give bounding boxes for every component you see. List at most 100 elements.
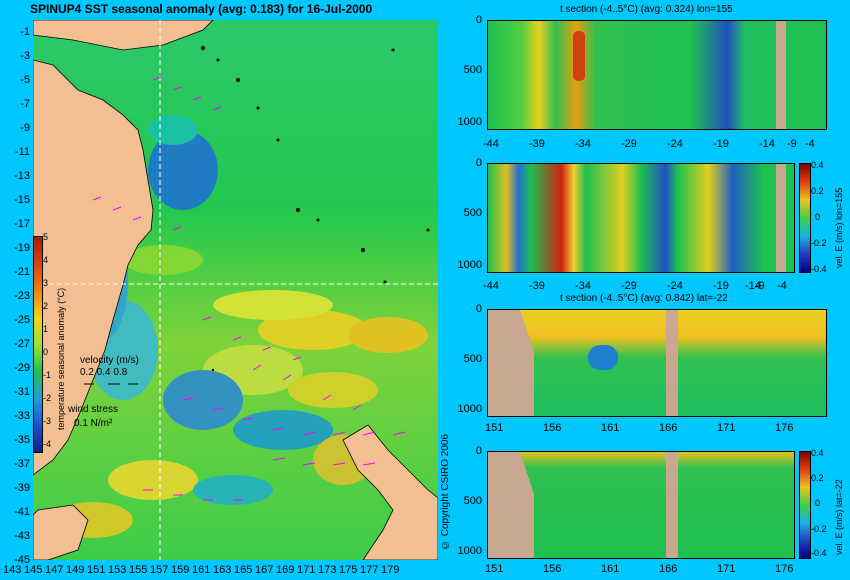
lat-tick: -37: [14, 458, 30, 470]
lat-tick: -25: [14, 314, 30, 326]
panel4-land-west: [488, 452, 534, 558]
lat-tick: -27: [14, 338, 30, 350]
lat-tick: -9: [20, 122, 30, 134]
depth-tick: 1000: [457, 403, 482, 415]
panel3-title: t section (-4..5°C) (avg: 0.842) lat=-22: [560, 293, 728, 304]
lon-tick: 175: [339, 564, 358, 576]
cbar-tick: 0.2: [811, 473, 824, 483]
cbar-tick: -1: [43, 370, 52, 380]
anomaly-patches: [53, 115, 428, 538]
lon-tick: 166: [659, 422, 678, 434]
panel4-x-axis: 151 156 161 166 171 176: [485, 563, 794, 577]
panel4-section: [487, 451, 795, 559]
lon-tick: 156: [543, 563, 562, 575]
cbar-tick: -0.4: [811, 548, 827, 558]
panel3-x-axis: 151 156 161 166 171 176: [485, 422, 825, 436]
cbar-tick: 2: [43, 301, 49, 311]
lat-tick: -15: [14, 194, 30, 206]
depth-tick: 0: [475, 14, 482, 26]
lat-tick: -5: [20, 74, 30, 86]
depth-tick: 500: [463, 495, 482, 507]
lon-tick: 155: [129, 564, 148, 576]
lat-tick: -44: [483, 280, 499, 292]
panel3-land-west: [488, 310, 534, 416]
lon-tick: 167: [255, 564, 274, 576]
cbar-tick: 0: [43, 347, 49, 357]
lat-tick: -21: [14, 266, 30, 278]
lon-tick: 161: [601, 563, 620, 575]
panel2-colorbar-label: vel. E (m/s) lon=155: [834, 187, 844, 268]
lon-tick: 165: [234, 564, 253, 576]
panel4-land-mid: [666, 452, 678, 558]
panel1-land: [776, 21, 786, 129]
lat-tick: -24: [667, 280, 683, 292]
lon-tick: 176: [775, 563, 794, 575]
depth-tick: 1000: [457, 259, 482, 271]
lat-tick: -17: [14, 218, 30, 230]
panel3-section: [487, 309, 827, 417]
main-map-title: SPINUP4 SST seasonal anomaly (avg: 0.183…: [30, 2, 373, 16]
cbar-tick: 0.2: [811, 186, 824, 196]
lon-tick: 161: [192, 564, 211, 576]
lon-tick: 169: [276, 564, 295, 576]
lon-tick: 147: [45, 564, 64, 576]
cbar-tick: 0: [815, 498, 821, 508]
panel2-colorbar: [799, 163, 811, 273]
lon-tick: 177: [360, 564, 379, 576]
lat-tick: -7: [20, 98, 30, 110]
wind-legend-scale: 0.1 N/m²: [74, 418, 113, 429]
lat-tick: -4: [777, 280, 787, 292]
lat-tick: -41: [14, 506, 30, 518]
panel4-colorbar-label: vel. E (m/s) lat=-22: [834, 479, 844, 555]
cbar-tick: 0.4: [811, 448, 824, 458]
lon-tick: 166: [659, 563, 678, 575]
panel4-colorbar-ticks: 0.4 0.2 0 -0.2 -0.4: [811, 448, 831, 561]
lon-tick: 171: [717, 563, 736, 575]
panel2-section: [487, 163, 795, 273]
depth-tick: 500: [463, 207, 482, 219]
velocity-legend-arrows: [84, 383, 138, 385]
main-map-x-axis: 143 145 147 149 151 153 155 157 159 161 …: [3, 564, 438, 578]
velocity-legend-title: velocity (m/s): [80, 355, 139, 366]
lon-tick: 161: [601, 422, 620, 434]
australia-land: [33, 59, 154, 476]
lat-tick: -31: [14, 386, 30, 398]
velocity-arrows: [92, 76, 406, 501]
copyright-text: © Copyright CSIRO 2006: [440, 433, 451, 550]
lon-tick: 163: [213, 564, 232, 576]
lon-tick: 176: [775, 422, 794, 434]
lon-tick: 151: [485, 422, 504, 434]
pacific-islands: [201, 46, 430, 372]
lon-tick: 157: [150, 564, 169, 576]
cbar-tick: 5: [43, 232, 49, 242]
panel1-warm-patch: [573, 31, 585, 81]
lat-tick: -19: [14, 242, 30, 254]
lat-tick: -1: [20, 26, 30, 38]
panel3-cool-patch: [588, 345, 618, 370]
lat-tick: -29: [14, 362, 30, 374]
lat-tick: -29: [621, 138, 637, 150]
lon-tick: 156: [543, 422, 562, 434]
depth-tick: 0: [475, 303, 482, 315]
lat-tick: -34: [575, 138, 591, 150]
velocity-legend-scale: 0.2 0.4 0.8: [80, 367, 128, 378]
lon-tick: 143: [3, 564, 22, 576]
lat-tick: -35: [14, 434, 30, 446]
lat-tick: -39: [14, 482, 30, 494]
panel4-colorbar: [799, 451, 811, 559]
panel2-y-axis: 0 500 1000: [452, 157, 485, 275]
cbar-tick: 1: [43, 324, 49, 334]
lat-tick: -9: [787, 138, 797, 150]
panel2-colorbar-ticks: 0.4 0.2 0 -0.2 -0.4: [811, 160, 831, 275]
panel1-title: t section (-4..5°C) (avg: 0.324) lon=155: [560, 4, 733, 15]
lat-tick: -19: [713, 138, 729, 150]
lon-tick: 173: [318, 564, 337, 576]
cbar-tick: -3: [43, 416, 52, 426]
temperature-colorbar-ticks: 5 4 3 2 1 0 -1 -2 -3 -4: [43, 232, 57, 457]
depth-tick: 500: [463, 64, 482, 76]
lat-tick: -34: [575, 280, 591, 292]
lat-tick: -33: [14, 410, 30, 422]
panel4-y-axis: 0 500 1000: [452, 445, 485, 561]
lon-tick: 153: [108, 564, 127, 576]
lat-tick: -3: [20, 50, 30, 62]
